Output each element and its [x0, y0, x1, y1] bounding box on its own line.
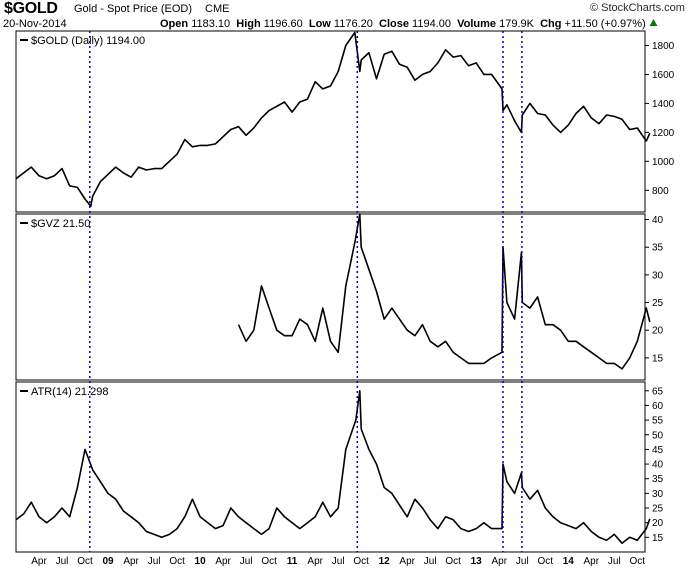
y-tick-label: 45	[652, 445, 664, 456]
x-tick-label: Oct	[77, 556, 93, 567]
y-tick-label: 15	[652, 533, 664, 544]
ticker-symbol: $GOLD	[4, 0, 58, 17]
y-tick-label: 35	[652, 474, 664, 485]
y-tick-label: 1400	[652, 99, 675, 110]
open-value: 1183.10	[191, 18, 231, 30]
x-tick-label: Oct	[169, 556, 185, 567]
y-tick-label: 15	[652, 353, 664, 364]
x-tick-label: Jul	[424, 556, 437, 567]
x-tick-label: Oct	[630, 556, 646, 567]
panel-frame	[15, 30, 646, 213]
x-tick-label: Apr	[215, 556, 231, 567]
quote-date: 20-Nov-2014	[3, 18, 67, 30]
x-tick-label: Oct	[538, 556, 554, 567]
x-tick-label: Jul	[240, 556, 253, 567]
panel-title: ATR(14) 21.298	[31, 386, 108, 398]
x-tick-label: 09	[102, 556, 114, 567]
x-tick-label: Apr	[584, 556, 600, 567]
y-tick-label: 30	[652, 270, 664, 281]
x-tick-label: 14	[563, 556, 575, 567]
y-tick-label: 30	[652, 489, 664, 500]
chart-header: $GOLD Gold - Spot Price (EOD) CME 20-Nov…	[0, 0, 700, 32]
close-label: Close	[379, 18, 409, 30]
stockcharts-brand: © StockCharts.com	[590, 2, 685, 14]
y-tick-label: 65	[652, 386, 664, 397]
panel-title: $GVZ 21.50	[31, 218, 90, 230]
panel-frame	[15, 213, 646, 381]
x-tick-label: Jul	[332, 556, 345, 567]
x-tick-label: Oct	[353, 556, 369, 567]
exchange-label: CME	[205, 3, 230, 15]
series-line	[237, 213, 651, 370]
x-tick-label: Jul	[148, 556, 161, 567]
y-tick-label: 40	[652, 460, 664, 471]
y-tick-label: 55	[652, 416, 664, 427]
close-value: 1194.00	[412, 18, 451, 30]
series-line	[15, 31, 651, 207]
x-tick-label: Apr	[123, 556, 139, 567]
x-tick-label: Apr	[399, 556, 415, 567]
y-tick-label: 1800	[652, 41, 675, 52]
x-tick-label: Apr	[31, 556, 47, 567]
quote-summary: Open 1183.10 High 1196.60 Low 1176.20 Cl…	[160, 18, 658, 30]
y-tick-label: 20	[652, 326, 664, 337]
chg-label: Chg	[540, 18, 562, 30]
x-tick-label: Apr	[307, 556, 323, 567]
y-tick-label: 40	[652, 215, 664, 226]
low-value: 1176.20	[333, 18, 373, 30]
y-tick-label: 1200	[652, 128, 675, 139]
x-tick-label: 10	[195, 556, 207, 567]
y-tick-label: 60	[652, 401, 664, 412]
y-tick-label: 25	[652, 504, 664, 515]
series-line	[15, 389, 651, 545]
high-value: 1196.60	[263, 18, 303, 30]
x-tick-label: 12	[379, 556, 391, 567]
x-tick-label: Jul	[56, 556, 69, 567]
chg-value: +11.50 (+0.97%)	[564, 18, 646, 30]
panel-frame	[15, 381, 646, 553]
low-label: Low	[308, 18, 331, 30]
y-tick-label: 50	[652, 430, 664, 441]
panel-title: $GOLD (Daily) 1194.00	[31, 35, 145, 47]
y-tick-label: 25	[652, 298, 664, 309]
x-tick-label: Oct	[445, 556, 461, 567]
x-tick-label: 13	[471, 556, 483, 567]
high-label: High	[236, 18, 261, 30]
triangle-up-icon	[649, 19, 658, 26]
x-tick-label: Jul	[516, 556, 529, 567]
y-tick-label: 800	[652, 186, 669, 197]
x-tick-label: Apr	[492, 556, 508, 567]
y-tick-label: 35	[652, 243, 664, 254]
y-tick-label: 1600	[652, 70, 675, 81]
volume-value: 179.9K	[499, 18, 534, 30]
volume-label: Volume	[457, 18, 497, 30]
x-tick-label: Oct	[261, 556, 277, 567]
x-tick-label: 11	[287, 556, 298, 567]
x-tick-label: Jul	[608, 556, 621, 567]
open-label: Open	[160, 18, 189, 30]
y-tick-label: 1000	[652, 157, 675, 168]
instrument-name: Gold - Spot Price (EOD)	[74, 3, 192, 15]
y-tick-label: 20	[652, 518, 664, 529]
